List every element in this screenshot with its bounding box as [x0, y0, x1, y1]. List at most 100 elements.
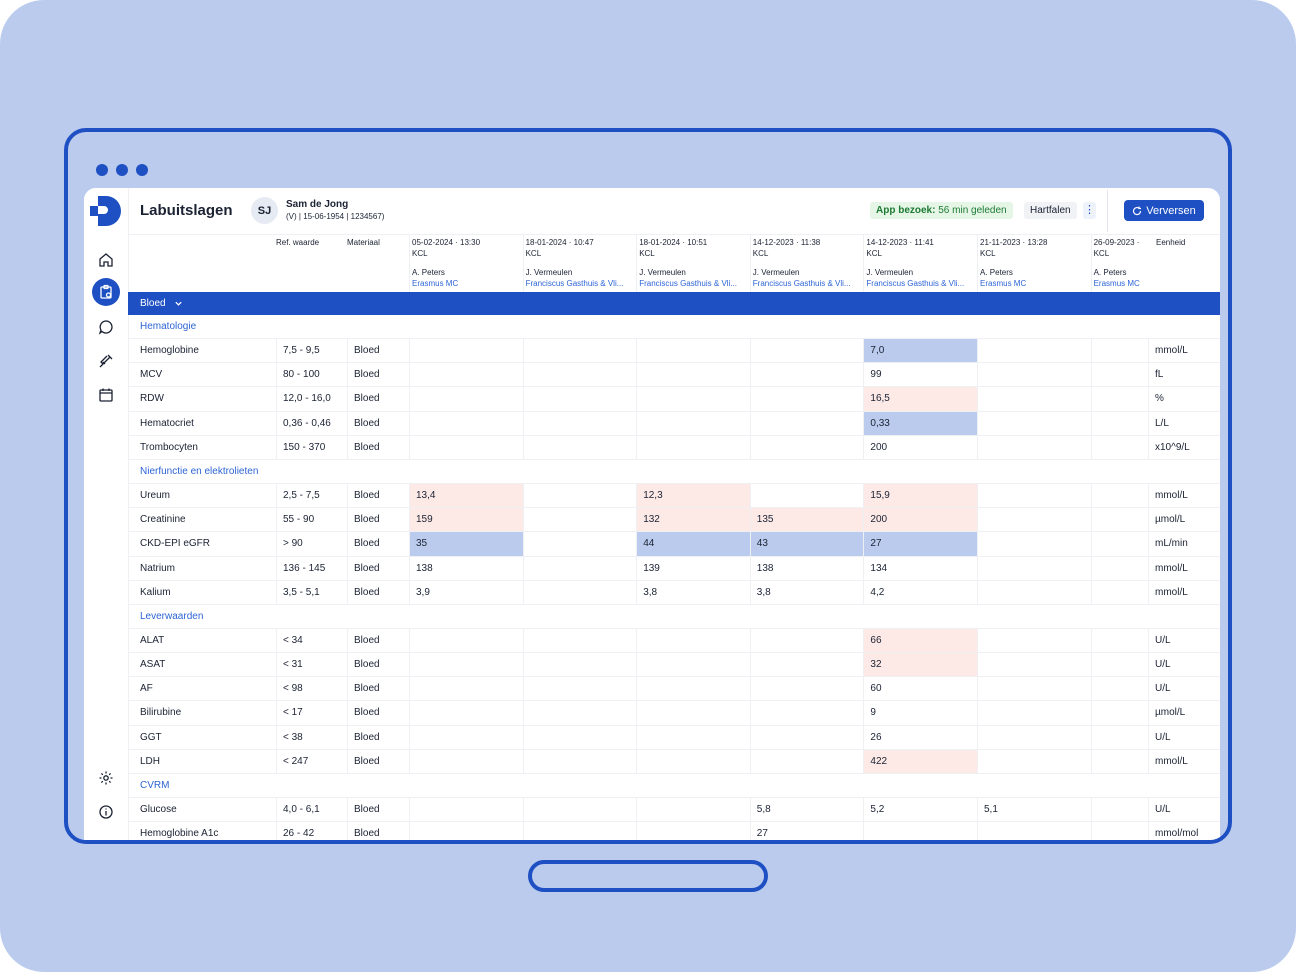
- result-cell[interactable]: [522, 339, 637, 363]
- result-cell[interactable]: [522, 701, 637, 725]
- result-cell[interactable]: [977, 822, 1091, 840]
- settings-icon[interactable]: [94, 766, 118, 790]
- table-row[interactable]: Glucose 4,0 - 6,1 Bloed 5,8 5,2 5,1 U/L: [128, 798, 1220, 823]
- condition-tag[interactable]: Hartfalen: [1024, 202, 1077, 219]
- column-hospital[interactable]: Erasmus MC: [980, 279, 1027, 288]
- result-cell[interactable]: [977, 532, 1091, 556]
- result-cell[interactable]: 16,5: [863, 387, 977, 411]
- result-cell[interactable]: [409, 725, 523, 749]
- result-cell[interactable]: 138: [749, 556, 864, 580]
- result-cell[interactable]: [1090, 387, 1205, 411]
- result-cell[interactable]: 132: [636, 508, 750, 532]
- section-header[interactable]: Hematologie: [128, 315, 1220, 339]
- app-logo-icon[interactable]: [88, 194, 124, 228]
- result-cell[interactable]: 32: [863, 653, 977, 677]
- result-cell[interactable]: [636, 435, 750, 459]
- result-cell[interactable]: [1090, 677, 1205, 701]
- result-cell[interactable]: 27: [863, 532, 977, 556]
- date-column-header[interactable]: 18-01-2024 · 10:47 KCL J. Vermeulen Francis…: [522, 234, 637, 292]
- result-cell[interactable]: [749, 701, 864, 725]
- group-dropdown[interactable]: Bloed: [128, 292, 1220, 315]
- result-cell[interactable]: 13,4: [409, 483, 523, 508]
- result-cell[interactable]: [977, 387, 1091, 411]
- table-row[interactable]: RDW 12,0 - 16,0 Bloed 16,5%: [128, 387, 1220, 412]
- result-cell[interactable]: 3,8: [749, 580, 864, 604]
- column-hospital[interactable]: Erasmus MC: [1093, 279, 1140, 288]
- refresh-button[interactable]: Verversen: [1124, 200, 1204, 221]
- result-cell[interactable]: [1090, 628, 1205, 653]
- date-column-header[interactable]: 14-12-2023 · 11:38 KCL J. Vermeulen Francis…: [749, 234, 864, 292]
- result-cell[interactable]: [1090, 532, 1205, 556]
- result-cell[interactable]: [1090, 339, 1205, 363]
- result-cell[interactable]: [409, 701, 523, 725]
- result-cell[interactable]: [522, 628, 637, 653]
- result-cell[interactable]: [409, 653, 523, 677]
- result-cell[interactable]: [409, 435, 523, 459]
- result-cell[interactable]: [522, 677, 637, 701]
- column-hospital[interactable]: Franciscus Gasthuis & Vli...: [639, 279, 737, 288]
- result-cell[interactable]: [749, 725, 864, 749]
- result-cell[interactable]: [977, 580, 1091, 604]
- result-cell[interactable]: 3,9: [409, 580, 523, 604]
- result-cell[interactable]: [636, 798, 750, 822]
- result-cell[interactable]: [749, 339, 864, 363]
- result-cell[interactable]: [636, 749, 750, 773]
- result-cell[interactable]: [409, 339, 523, 363]
- table-row[interactable]: Kalium 3,5 - 5,1 Bloed 3,9 3,8 3,8 4,2 mmol/L: [128, 580, 1220, 605]
- table-row[interactable]: GGT < 38 Bloed 26 U/L: [128, 725, 1220, 750]
- date-column-header[interactable]: 14-12-2023 · 11:41 KCL J. Vermeulen Francis…: [863, 234, 977, 292]
- result-cell[interactable]: 138: [409, 556, 523, 580]
- chat-icon[interactable]: [94, 315, 118, 339]
- result-cell[interactable]: [977, 701, 1091, 725]
- result-cell[interactable]: [749, 677, 864, 701]
- result-cell[interactable]: [522, 387, 637, 411]
- result-cell[interactable]: [1090, 435, 1205, 459]
- avatar[interactable]: SJ: [251, 197, 278, 224]
- result-cell[interactable]: 35: [409, 532, 523, 556]
- result-cell[interactable]: [1090, 725, 1205, 749]
- result-cell[interactable]: [636, 677, 750, 701]
- result-cell[interactable]: [749, 628, 864, 653]
- column-hospital[interactable]: Franciscus Gasthuis & Vli...: [752, 279, 851, 288]
- result-cell[interactable]: [977, 556, 1091, 580]
- result-cell[interactable]: [636, 411, 750, 435]
- result-cell[interactable]: [749, 411, 864, 435]
- result-cell[interactable]: [522, 822, 637, 840]
- result-cell[interactable]: [522, 532, 637, 556]
- result-cell[interactable]: [1090, 580, 1205, 604]
- result-cell[interactable]: [522, 508, 637, 532]
- result-cell[interactable]: [636, 387, 750, 411]
- table-row[interactable]: Hemoglobine A1c 26 - 42 Bloed 27 mmol/mol: [128, 822, 1220, 840]
- result-cell[interactable]: [636, 653, 750, 677]
- table-row[interactable]: Hematocriet 0,36 - 0,46 Bloed 0,33 L/L: [128, 411, 1220, 436]
- result-cell[interactable]: [977, 483, 1091, 508]
- result-cell[interactable]: 5,1: [977, 798, 1091, 822]
- result-cell[interactable]: 7,0: [863, 339, 977, 363]
- result-cell[interactable]: 15,9: [863, 483, 977, 508]
- result-cell[interactable]: [409, 628, 523, 653]
- result-cell[interactable]: [977, 339, 1091, 363]
- result-cell[interactable]: [636, 363, 750, 387]
- info-icon[interactable]: [94, 800, 118, 824]
- result-cell[interactable]: [977, 677, 1091, 701]
- table-row[interactable]: CKD-EPI eGFR > 90 Bloed 35 44 43 27 mL/min: [128, 532, 1220, 557]
- table-row[interactable]: LDH < 247 Bloed 422 mmol/L: [128, 749, 1220, 774]
- more-options-icon[interactable]: ⋮: [1083, 202, 1096, 219]
- result-cell[interactable]: [409, 822, 523, 840]
- result-cell[interactable]: 27: [749, 822, 864, 840]
- section-header[interactable]: CVRM: [128, 774, 1220, 798]
- date-column-header[interactable]: 05-02-2024 · 13:30 KCL A. Peters Erasmus MC: [409, 234, 523, 292]
- result-cell[interactable]: [522, 580, 637, 604]
- result-cell[interactable]: 422: [863, 749, 977, 773]
- result-cell[interactable]: [409, 387, 523, 411]
- result-cell[interactable]: [1090, 508, 1205, 532]
- result-cell[interactable]: [977, 653, 1091, 677]
- date-column-header[interactable]: 26-09-2023 · KCL A. Peters Erasmus MC: [1090, 234, 1205, 292]
- calendar-icon[interactable]: [94, 383, 118, 407]
- result-cell[interactable]: [1090, 411, 1205, 435]
- result-cell[interactable]: 60: [863, 677, 977, 701]
- date-column-header[interactable]: 21-11-2023 · 13:28 KCL A. Peters Erasmus MC: [977, 234, 1091, 292]
- date-column-header[interactable]: 18-01-2024 · 10:51 KCL J. Vermeulen Francis…: [636, 234, 750, 292]
- result-cell[interactable]: [749, 483, 864, 508]
- result-cell[interactable]: [977, 749, 1091, 773]
